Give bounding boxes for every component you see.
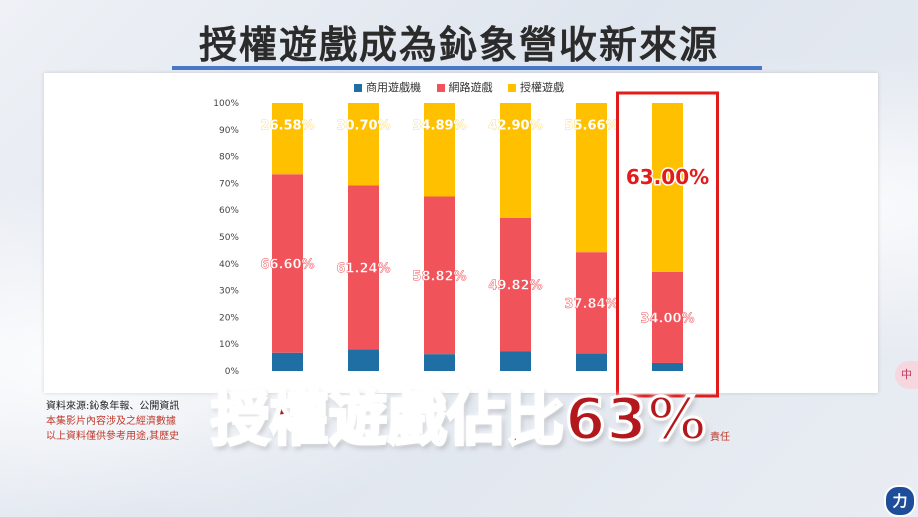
bar-segment <box>576 103 607 253</box>
bar-segment <box>348 103 379 186</box>
data-label-online: 66.60% <box>260 257 314 272</box>
bar-segment <box>500 351 531 371</box>
y-tick-label: 90% <box>219 126 239 136</box>
bar-segment <box>652 362 683 371</box>
bar-segment <box>576 252 607 354</box>
bar-segment <box>424 196 455 355</box>
y-tick-label: 80% <box>219 153 239 163</box>
bar-segment <box>424 103 455 197</box>
bar-segment <box>500 103 531 218</box>
bar-segment <box>272 103 303 175</box>
chart-legend: 商用遊戲機 網路遊戲 授權遊戲 <box>0 79 918 95</box>
bar-segment <box>576 353 607 371</box>
source-line-3-tail: 責任 <box>710 432 730 443</box>
legend-label-arcade: 商用遊戲機 <box>366 81 421 94</box>
data-label-online: 34.00% <box>640 311 694 326</box>
y-tick-label: 30% <box>219 287 239 297</box>
data-label-licensed: 42.90% <box>488 118 542 133</box>
source-line-3: 以上資料僅供參考用途,其歷史 <box>46 431 180 442</box>
bar-segment <box>272 352 303 371</box>
y-tick-label: 0% <box>225 367 240 377</box>
data-label-licensed: 34.89% <box>412 118 466 133</box>
legend-item-licensed: 授權遊戲 <box>508 79 564 95</box>
data-label-online: 37.84% <box>564 297 618 312</box>
chart-panel <box>44 73 878 393</box>
y-tick-label: 40% <box>219 260 239 270</box>
data-label-licensed: 30.70% <box>336 118 390 133</box>
page-title: 授權遊戲成為鈊象營收新來源 <box>198 23 719 67</box>
title-underline <box>172 66 762 70</box>
data-label-licensed: 26.58% <box>260 118 314 133</box>
legend-label-online: 網路遊戲 <box>448 81 493 94</box>
channel-logo: 力 <box>884 485 916 517</box>
legend-item-arcade: 商用遊戲機 <box>354 79 421 95</box>
highlight-box <box>616 91 719 398</box>
source-line-2: 本集影片內容涉及之經濟數據 <box>46 416 176 427</box>
y-tick-label: 60% <box>219 206 239 216</box>
bar-segment <box>348 349 379 371</box>
source-notes: 資料來源:鈊象年報、公開資訊 本集影片內容涉及之經濟數據 以上資料僅供參考用途,… <box>46 399 726 444</box>
side-badge[interactable]: 中 <box>895 361 918 389</box>
y-tick-label: 100% <box>213 99 239 109</box>
source-line-1: 資料來源:鈊象年報、公開資訊 <box>46 401 180 412</box>
bar-segment <box>424 354 455 371</box>
bar-segment <box>348 185 379 350</box>
data-label-online: 58.82% <box>412 269 466 284</box>
legend-label-licensed: 授權遊戲 <box>520 81 564 94</box>
y-tick-label: 50% <box>219 233 239 243</box>
data-label-licensed: 55.66% <box>564 118 618 133</box>
data-label-online: 49.82% <box>488 279 542 294</box>
bar-segment <box>500 217 531 352</box>
y-tick-label: 20% <box>219 313 239 323</box>
data-label-online: 61.24% <box>336 261 390 276</box>
bar-segment <box>272 174 303 353</box>
y-tick-label: 70% <box>219 179 239 189</box>
overlay-caption: 授權遊戲佔比63% <box>210 384 708 455</box>
bar-segment <box>652 103 683 272</box>
legend-item-online: 網路遊戲 <box>436 79 493 95</box>
legend-swatch-arcade <box>354 84 362 92</box>
legend-swatch-online <box>436 84 445 92</box>
data-label-licensed: 63.00% <box>626 165 709 189</box>
legend-swatch-licensed <box>508 84 516 92</box>
bar-segment <box>652 271 683 363</box>
y-tick-label: 10% <box>219 340 239 350</box>
